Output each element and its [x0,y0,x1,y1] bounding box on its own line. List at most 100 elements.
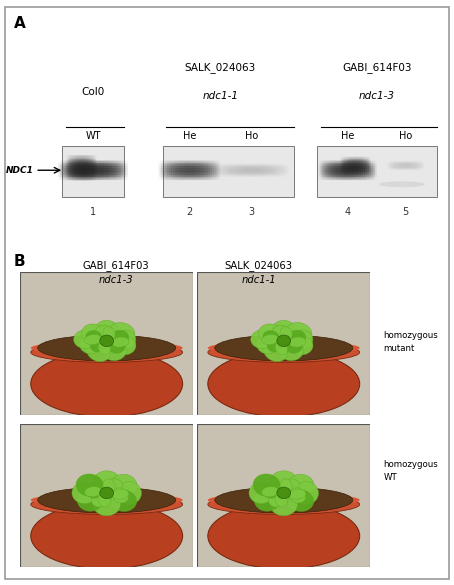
Ellipse shape [112,488,129,503]
Ellipse shape [350,159,352,165]
Ellipse shape [165,166,170,172]
Ellipse shape [74,159,77,167]
Ellipse shape [81,155,83,163]
Ellipse shape [65,168,71,175]
Ellipse shape [70,160,75,167]
Ellipse shape [123,166,128,172]
Ellipse shape [118,163,123,170]
Ellipse shape [342,159,345,165]
Ellipse shape [344,166,346,172]
Ellipse shape [188,171,193,177]
Ellipse shape [163,163,168,170]
Ellipse shape [83,169,85,177]
Ellipse shape [77,160,83,167]
Ellipse shape [169,171,174,177]
Ellipse shape [348,160,353,167]
Ellipse shape [325,163,329,170]
Ellipse shape [111,174,116,180]
Ellipse shape [65,160,71,167]
Ellipse shape [111,474,137,496]
Ellipse shape [192,160,197,167]
Ellipse shape [354,157,356,163]
Ellipse shape [208,341,360,355]
Ellipse shape [163,171,168,177]
Ellipse shape [354,164,356,170]
Ellipse shape [347,161,350,167]
Ellipse shape [115,163,121,170]
Ellipse shape [368,159,370,165]
Ellipse shape [340,168,345,175]
Ellipse shape [354,159,356,165]
Ellipse shape [362,161,365,167]
Ellipse shape [207,168,212,175]
Ellipse shape [75,173,78,181]
Ellipse shape [212,160,217,167]
Text: 5: 5 [403,207,409,216]
Ellipse shape [346,163,351,170]
Ellipse shape [207,171,212,177]
Ellipse shape [87,340,110,362]
Ellipse shape [205,171,210,177]
Bar [317,146,437,197]
Ellipse shape [69,166,72,174]
Ellipse shape [365,168,368,174]
Ellipse shape [347,166,350,172]
Ellipse shape [175,174,180,180]
Ellipse shape [203,160,208,167]
Ellipse shape [339,160,343,167]
Ellipse shape [208,493,360,507]
Ellipse shape [88,155,91,163]
Ellipse shape [167,163,172,170]
Ellipse shape [345,171,349,177]
Ellipse shape [356,161,358,167]
Ellipse shape [322,160,327,167]
Ellipse shape [358,164,360,170]
Ellipse shape [345,174,349,180]
Ellipse shape [214,163,219,170]
Ellipse shape [351,168,354,174]
Ellipse shape [203,171,208,177]
Ellipse shape [192,166,197,172]
Ellipse shape [113,166,118,172]
Ellipse shape [365,159,368,165]
Ellipse shape [87,174,92,180]
Ellipse shape [350,157,352,163]
Ellipse shape [348,168,353,175]
Text: He: He [341,131,355,141]
Ellipse shape [244,169,251,174]
Ellipse shape [361,161,364,167]
Ellipse shape [354,161,356,167]
Ellipse shape [89,168,94,175]
Ellipse shape [93,155,95,163]
Ellipse shape [67,169,69,177]
Ellipse shape [74,173,76,181]
Ellipse shape [203,168,208,175]
Ellipse shape [329,168,333,175]
Ellipse shape [365,159,367,165]
Ellipse shape [175,168,180,175]
Ellipse shape [104,166,109,172]
Ellipse shape [356,159,358,165]
Ellipse shape [275,493,287,507]
Ellipse shape [120,160,126,167]
Ellipse shape [79,166,85,172]
Ellipse shape [365,168,369,175]
Ellipse shape [325,160,329,167]
Ellipse shape [96,168,102,175]
Ellipse shape [352,171,357,177]
Ellipse shape [280,326,292,341]
Ellipse shape [366,166,371,172]
Ellipse shape [65,174,71,180]
Ellipse shape [329,163,333,170]
Ellipse shape [171,163,176,170]
Ellipse shape [115,160,121,167]
Ellipse shape [350,161,352,167]
Ellipse shape [96,174,102,180]
Ellipse shape [87,160,92,167]
Ellipse shape [267,339,282,352]
Ellipse shape [101,174,107,180]
Ellipse shape [82,160,88,167]
Ellipse shape [212,166,217,172]
Ellipse shape [347,159,350,165]
Ellipse shape [366,166,369,172]
